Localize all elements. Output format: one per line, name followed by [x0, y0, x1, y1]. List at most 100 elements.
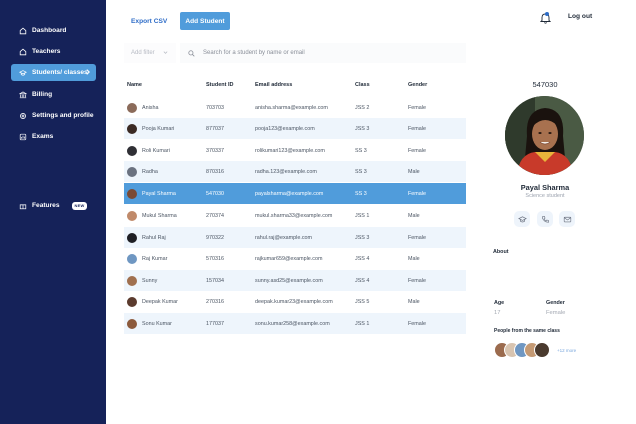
gender-label: Gender — [546, 300, 565, 306]
student-gender: Female — [408, 125, 426, 132]
student-id: 570316 — [206, 255, 224, 262]
student-id: 970322 — [206, 234, 224, 241]
filter-label: Add filter — [131, 50, 155, 56]
student-id: 370337 — [206, 147, 224, 154]
student-email: sunny.asd25@example.com — [255, 277, 323, 284]
student-name: Deepak Kumar — [142, 298, 178, 305]
avatar — [127, 123, 137, 134]
sidebar-item-label: Features — [32, 202, 60, 209]
new-badge: NEW — [71, 201, 88, 210]
search-input[interactable]: Search for a student by name or email — [180, 43, 466, 63]
table-row[interactable]: Sunny 157034 sunny.asd25@example.com JSS… — [124, 270, 466, 291]
table-row[interactable]: Sonu Kumar 177037 sonu.kumar258@example.… — [124, 313, 466, 334]
search-icon — [188, 49, 195, 57]
student-id: 177037 — [206, 320, 224, 327]
table-row[interactable]: Rahul Raj 970322 rahul.raj@example.com J… — [124, 227, 466, 248]
add-filter-dropdown[interactable]: Add filter — [124, 43, 176, 63]
sidebar-item-exams[interactable]: Exams — [11, 128, 96, 145]
student-name: Roli Kumari — [142, 147, 170, 154]
student-class: JSS 3 — [355, 234, 370, 241]
avatar — [127, 275, 137, 286]
chevron-down-icon — [163, 51, 168, 54]
sidebar-item-settings[interactable]: Settings and profile — [11, 107, 96, 124]
sidebar-item-students[interactable]: Students/ classes — [11, 64, 96, 81]
student-gender: Female — [408, 104, 426, 111]
sidebar: Dashboard Teachers Students/ classes Bil… — [0, 0, 106, 424]
classmates-label: People from the same class — [494, 328, 560, 334]
student-name: Anisha — [142, 104, 159, 111]
sidebar-item-billing[interactable]: Billing — [11, 86, 96, 103]
profile-student-id: 547030 — [532, 80, 558, 89]
avatar — [127, 210, 137, 221]
student-gender: Female — [408, 147, 426, 154]
table-row[interactable]: Pooja Kumari 877037 pooja123@example.com… — [124, 118, 466, 139]
table-row[interactable]: Raj Kumar 570316 rajkumar659@example.com… — [124, 248, 466, 269]
header-email[interactable]: Email address — [255, 82, 293, 88]
graduation-cap-icon — [18, 68, 27, 77]
home-icon — [18, 26, 27, 35]
more-classmates-link[interactable]: +12 more — [557, 348, 577, 353]
sidebar-item-label: Settings and profile — [32, 112, 94, 119]
bank-icon — [18, 90, 27, 99]
table-row[interactable]: Anisha 703703 anisha.sharma@example.com … — [124, 97, 466, 118]
avatar — [127, 188, 137, 199]
phone-icon[interactable] — [537, 211, 553, 227]
sidebar-item-label: Teachers — [32, 48, 61, 55]
student-gender: Male — [408, 255, 420, 262]
student-name: Pooja Kumari — [142, 125, 175, 132]
classmates-avatars[interactable] — [494, 342, 554, 358]
age-value: 17 — [494, 310, 501, 316]
home-icon — [18, 47, 27, 56]
logout-button[interactable]: Log out — [568, 13, 593, 20]
student-email: sonu.kumar258@example.com — [255, 320, 330, 327]
student-id: 877037 — [206, 125, 224, 132]
student-class: JSS 4 — [355, 277, 370, 284]
add-student-button[interactable]: Add Student — [180, 12, 230, 30]
profile-photo — [505, 96, 584, 175]
student-class: SS 3 — [355, 168, 367, 175]
student-name: Mukul Sharma — [142, 212, 177, 219]
student-class: JSS 2 — [355, 104, 370, 111]
search-placeholder: Search for a student by name or email — [203, 50, 305, 56]
table-row[interactable]: Radha 870316 radha.123@example.com SS 3 … — [124, 161, 466, 182]
header-class[interactable]: Class — [355, 82, 370, 88]
profile-photo-illustration — [505, 96, 584, 175]
avatar — [127, 318, 137, 329]
table-row[interactable]: Mukul Sharma 270374 mukul.sharma33@examp… — [124, 205, 466, 226]
table-row[interactable]: Deepak Kumar 270316 deepak.kumar23@examp… — [124, 291, 466, 312]
student-email: rajkumar659@example.com — [255, 255, 323, 262]
avatar[interactable] — [534, 342, 550, 358]
age-label: Age — [494, 300, 505, 306]
chevron-right-icon — [86, 69, 90, 75]
header-gender[interactable]: Gender — [408, 82, 428, 88]
student-email: payalsharma@example.com — [255, 190, 324, 197]
table-row[interactable]: Roli Kumari 370337 rolikumari123@example… — [124, 140, 466, 161]
student-name: Sunny — [142, 277, 158, 284]
student-email: mukul.sharma33@example.com — [255, 212, 333, 219]
sidebar-item-dashboard[interactable]: Dashboard — [11, 22, 96, 39]
avatar — [127, 145, 137, 156]
sidebar-item-features[interactable]: Features NEW — [11, 197, 96, 214]
student-gender: Female — [408, 234, 426, 241]
student-name: Rahul Raj — [142, 234, 166, 241]
student-gender: Male — [408, 298, 420, 305]
mail-icon[interactable] — [559, 211, 575, 227]
student-email: deepak.kumar23@example.com — [255, 298, 333, 305]
graduation-cap-icon[interactable] — [514, 211, 530, 227]
table-row-selected[interactable]: Payal Sharma 547030 payalsharma@example.… — [124, 183, 466, 204]
avatar — [127, 102, 137, 113]
gift-icon — [18, 201, 27, 210]
gear-icon — [18, 111, 27, 120]
avatar — [127, 232, 137, 243]
sidebar-item-teachers[interactable]: Teachers — [11, 43, 96, 60]
header-student-id[interactable]: Student ID — [206, 82, 234, 88]
analytics-icon — [18, 132, 27, 141]
header-name[interactable]: Name — [127, 82, 142, 88]
avatar — [127, 296, 137, 307]
export-csv-button[interactable]: Export CSV — [131, 17, 168, 25]
student-id: 270374 — [206, 212, 224, 219]
student-email: rahul.raj@example.com — [255, 234, 313, 241]
student-gender: Male — [408, 212, 420, 219]
student-gender: Female — [408, 190, 426, 197]
student-id: 870316 — [206, 168, 224, 175]
